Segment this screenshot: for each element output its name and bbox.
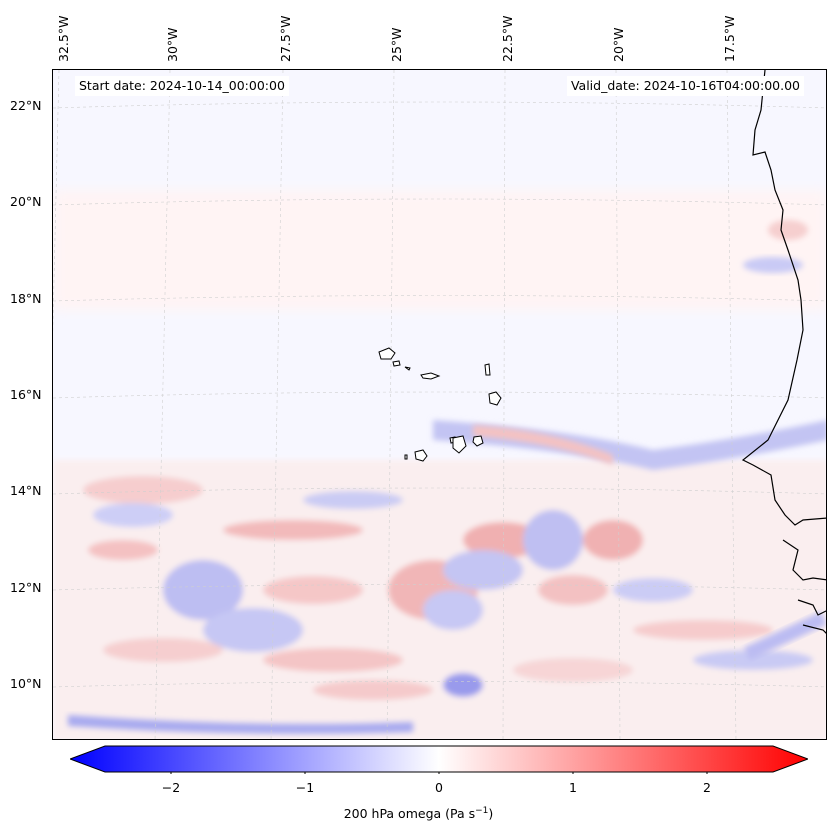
colorbar-label-main: 200 hPa omega (Pa s — [343, 806, 476, 822]
cape-verde-islands — [378, 347, 502, 462]
colorbar-tick-neg2: −2 — [161, 780, 181, 795]
lon-label-30w: 30°W — [165, 27, 180, 62]
field-blue-band-south — [68, 715, 413, 734]
lat-label-12n: 12°N — [10, 580, 42, 595]
lon-label-25w: 25°W — [389, 27, 404, 62]
colorbar-tick-2: 2 — [703, 780, 711, 795]
colorbar-body — [70, 745, 808, 773]
lon-label-27-5w: 27.5°W — [278, 15, 293, 62]
colorbar-label-exponent: −1 — [475, 806, 489, 816]
lat-label-20n: 20°N — [10, 194, 42, 209]
colorbar-tick-neg1: −1 — [295, 780, 315, 795]
lat-label-10n: 10°N — [10, 676, 42, 691]
lat-label-16n: 16°N — [10, 387, 42, 402]
field-blue-coast — [743, 257, 803, 273]
lon-label-32-5w: 32.5°W — [56, 15, 71, 62]
colorbar-label: 200 hPa omega (Pa s−1) — [0, 806, 837, 821]
coastline-africa — [741, 70, 826, 526]
lon-label-22-5w: 22.5°W — [500, 15, 515, 62]
lat-label-14n: 14°N — [10, 483, 42, 498]
colorbar-tick-1: 1 — [569, 780, 577, 795]
colorbar-tick-0: 0 — [435, 780, 443, 795]
lat-label-22n: 22°N — [10, 98, 42, 113]
map-area[interactable] — [52, 69, 827, 740]
field-red-band-15n — [473, 425, 613, 465]
field-blue-band-east — [743, 611, 826, 661]
colorbar-tick-marks — [170, 772, 708, 774]
start-date-label: Start date: 2024-10-14_00:00:00 — [75, 76, 289, 96]
colorbar — [70, 745, 808, 774]
field-southern-noise — [53, 460, 826, 739]
lat-label-18n: 18°N — [10, 291, 42, 306]
field-red-coast — [768, 220, 808, 240]
colorbar-label-close: ) — [488, 806, 494, 822]
lon-label-17-5w: 17.5°W — [722, 15, 737, 62]
omega-field-map — [53, 70, 826, 739]
lon-label-20w: 20°W — [611, 27, 626, 62]
coastline-africa-south — [782, 539, 826, 634]
valid-date-label: Valid_date: 2024-10-16T04:00:00.00 — [566, 76, 804, 96]
field-upper-warm — [53, 190, 826, 310]
graticule — [53, 70, 826, 739]
